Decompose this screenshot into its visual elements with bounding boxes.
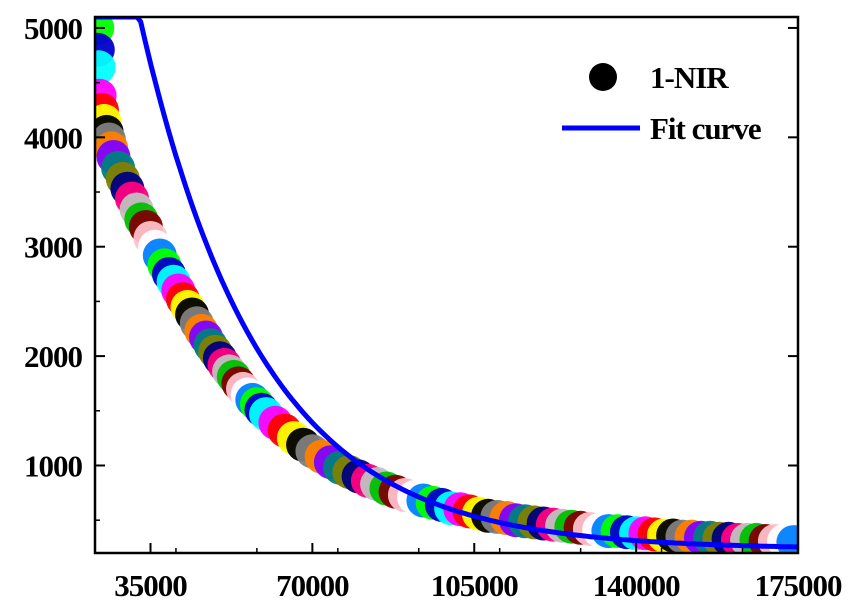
y-tick-label: 3000 [24, 230, 83, 265]
legend: 1-NIR Fit curve [562, 60, 762, 146]
legend-scatter-marker [589, 63, 617, 91]
y-tick-label: 2000 [24, 339, 83, 374]
x-tick-label: 70000 [276, 568, 349, 603]
legend-scatter-label: 1-NIR [650, 60, 729, 95]
y-tick-label: 1000 [24, 448, 83, 483]
data-point [95, 50, 116, 85]
y-tick-label: 4000 [24, 120, 83, 155]
y-tick-label: 5000 [24, 11, 83, 46]
x-tick-label: 140000 [593, 568, 681, 603]
y-axis: 1000 2000 3000 4000 5000 [24, 11, 798, 521]
x-tick-label: 35000 [114, 568, 187, 603]
x-tick-label: 105000 [431, 568, 519, 603]
x-tick-label: 175000 [755, 568, 843, 603]
plot-frame [93, 15, 800, 555]
legend-line-label: Fit curve [650, 111, 761, 146]
fit-curve-line [95, 17, 798, 550]
x-axis: 35000 70000 105000 140000 175000 [94, 543, 843, 603]
fit-curve-series [95, 17, 798, 550]
